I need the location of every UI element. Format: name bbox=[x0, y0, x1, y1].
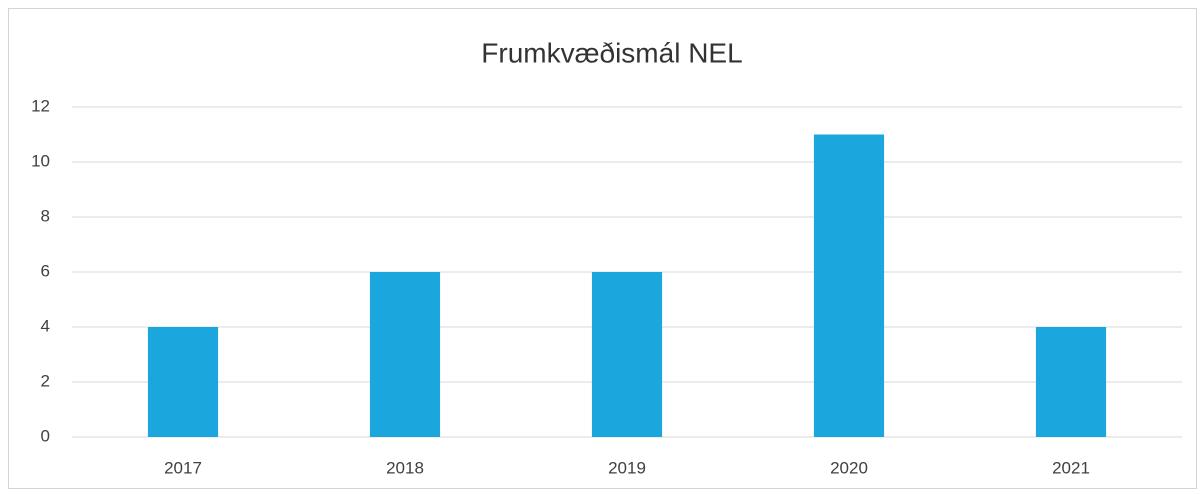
x-tick-label: 2020 bbox=[830, 458, 868, 477]
x-tick-label: 2019 bbox=[608, 458, 646, 477]
y-tick-label: 6 bbox=[41, 261, 50, 280]
x-tick-label: 2018 bbox=[386, 458, 424, 477]
y-tick-label: 2 bbox=[41, 371, 50, 390]
bar bbox=[1035, 327, 1107, 437]
chart-title: Frumkvæðismál NEL bbox=[481, 37, 742, 68]
x-tick-label: 2021 bbox=[1052, 458, 1090, 477]
bar bbox=[369, 272, 441, 437]
bar bbox=[147, 327, 219, 437]
bar bbox=[813, 134, 885, 437]
chart-border bbox=[8, 8, 1197, 489]
y-tick-label: 10 bbox=[31, 151, 50, 170]
bar bbox=[591, 272, 663, 437]
y-tick-label: 0 bbox=[41, 426, 50, 445]
y-tick-label: 12 bbox=[31, 96, 50, 115]
y-tick-label: 8 bbox=[41, 206, 50, 225]
x-tick-label: 2017 bbox=[164, 458, 202, 477]
y-tick-label: 4 bbox=[41, 316, 50, 335]
